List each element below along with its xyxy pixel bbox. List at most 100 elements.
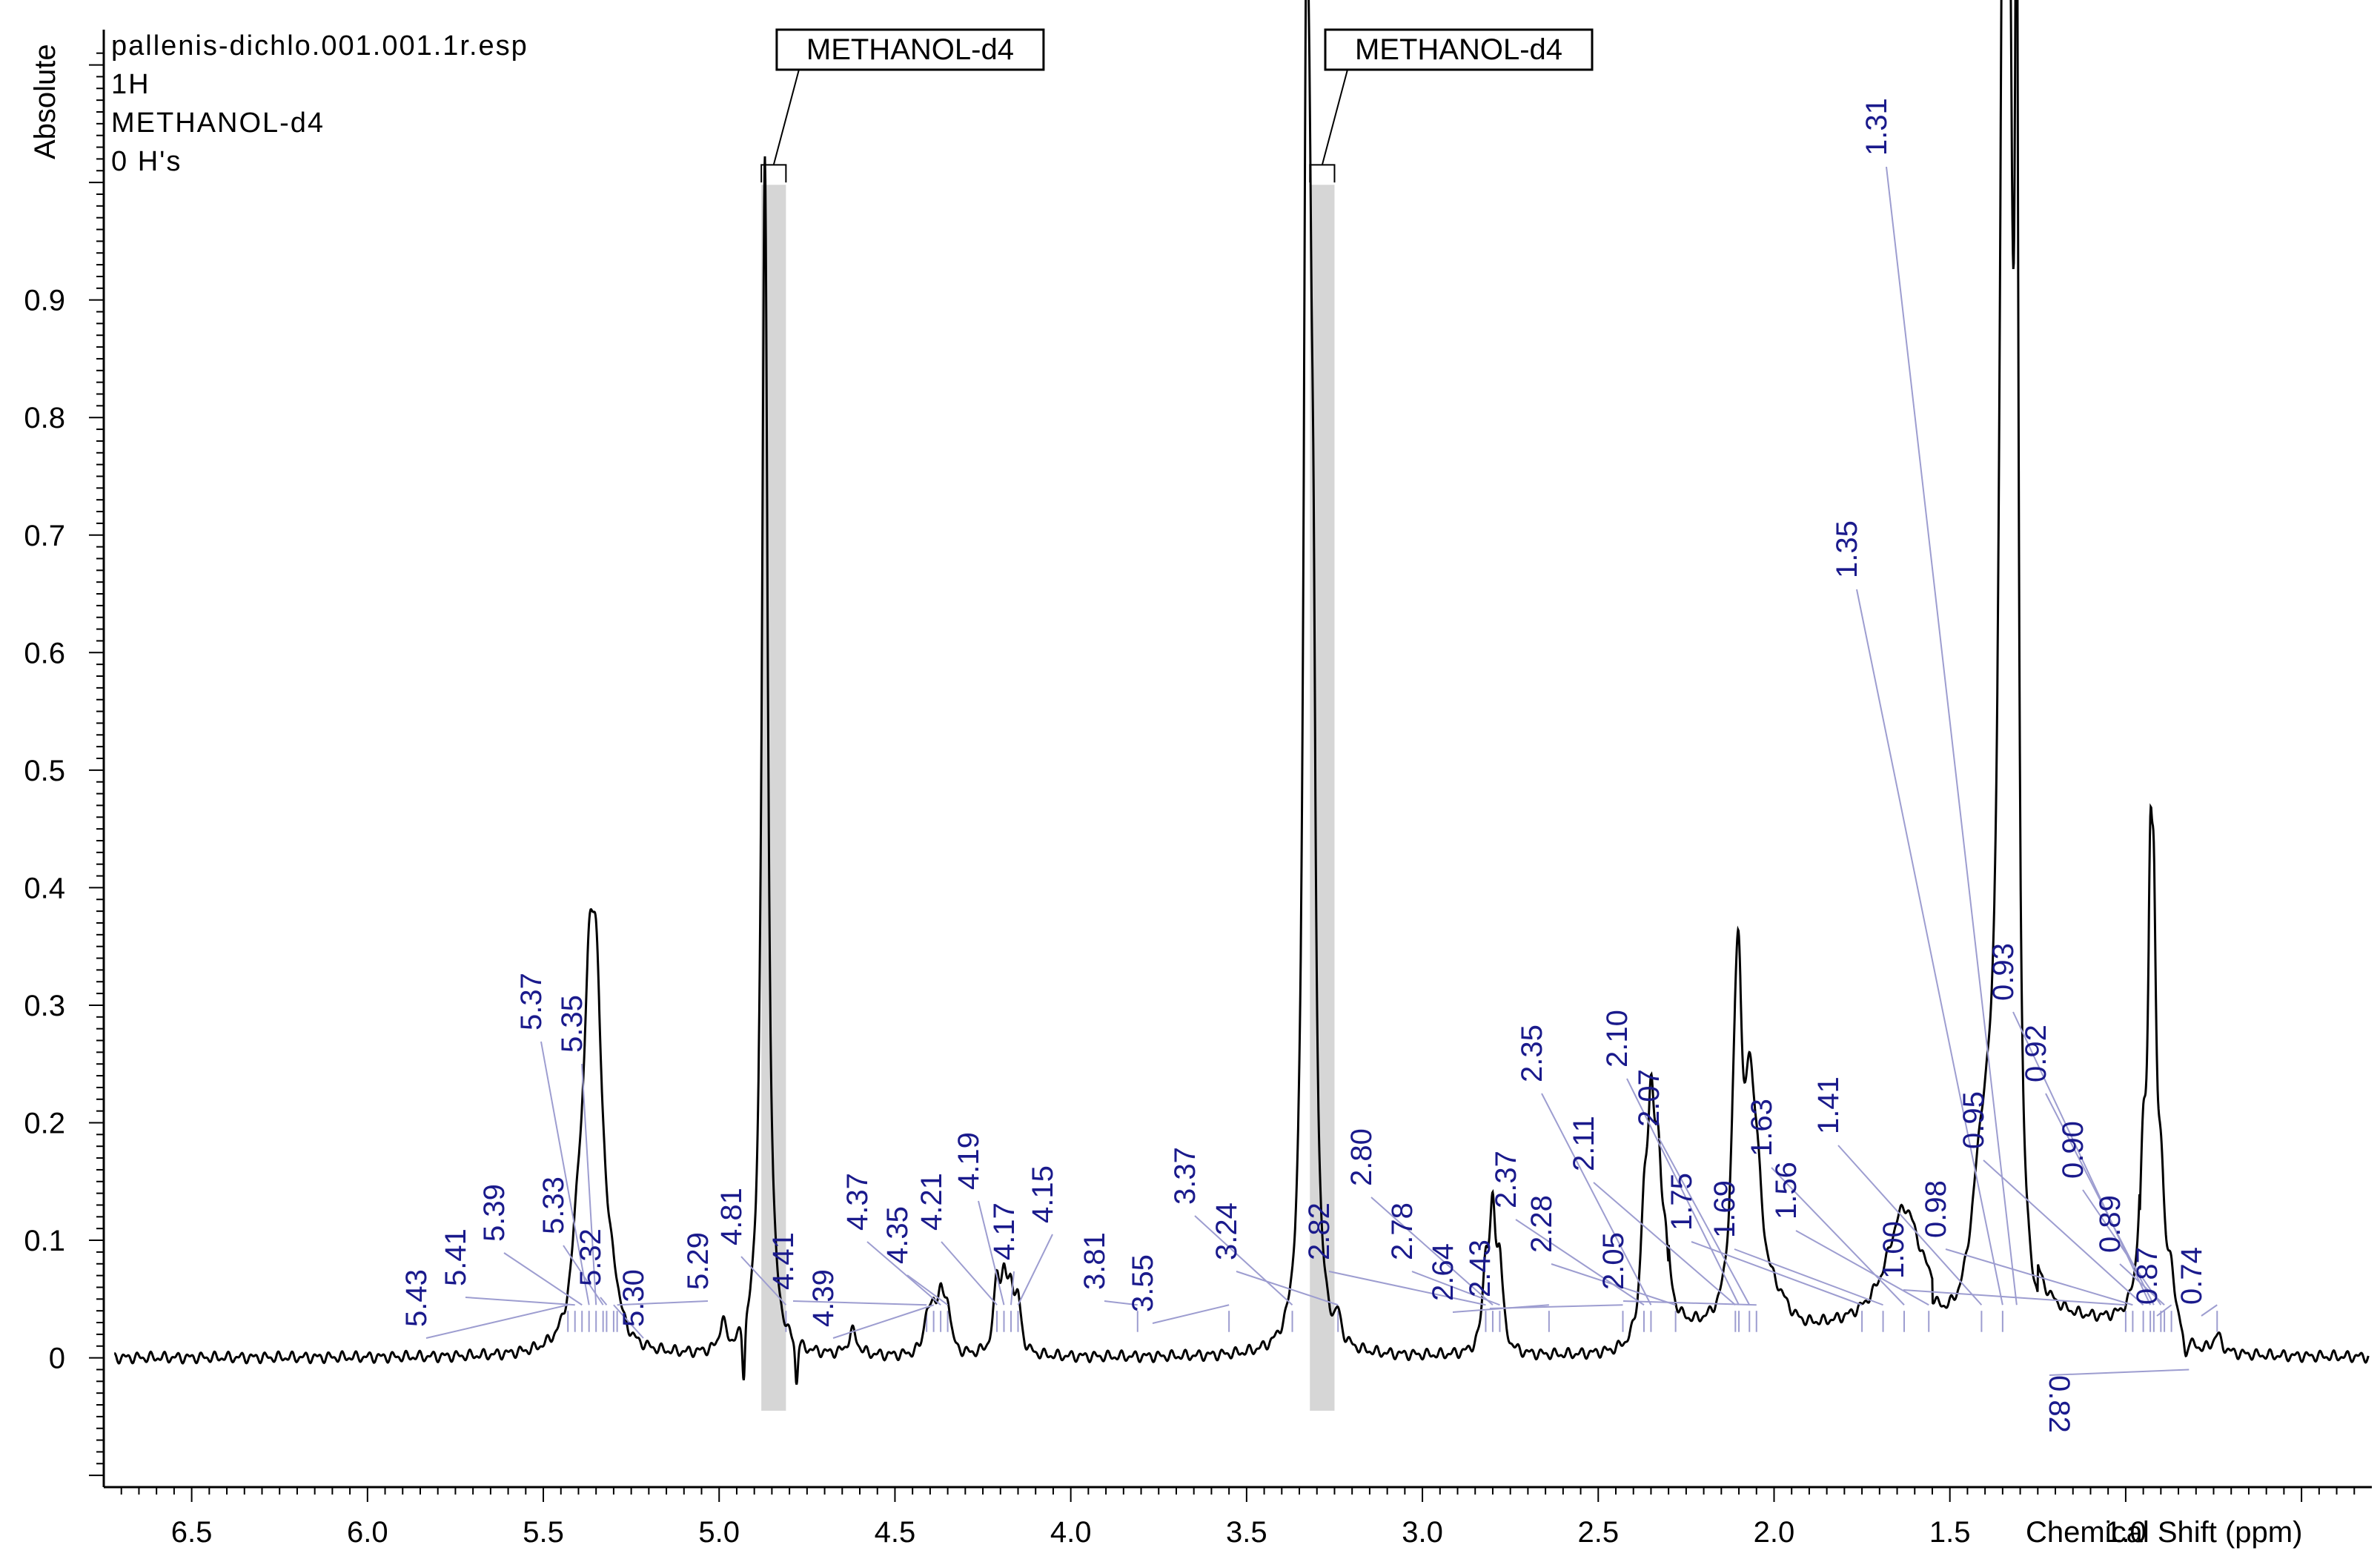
peak-label: 2.28 bbox=[1525, 1195, 1558, 1253]
peak-leader bbox=[1691, 1241, 1863, 1306]
peak-label-group: 2.11 bbox=[1568, 1116, 1736, 1306]
peak-label-group: 0.98 bbox=[1920, 1180, 2133, 1306]
peak-label-group: 1.69 bbox=[1708, 1180, 1883, 1306]
peak-label: 4.19 bbox=[952, 1132, 985, 1190]
peak-leader bbox=[1489, 1304, 1623, 1309]
peak-leader bbox=[1515, 1219, 1645, 1306]
info-solvent: METHANOL-d4 bbox=[111, 107, 325, 139]
peak-label-group: 1.00 bbox=[1877, 1221, 2126, 1306]
peak-label: 2.64 bbox=[1427, 1243, 1459, 1301]
peak-label-group: 2.78 bbox=[1386, 1202, 1500, 1306]
info-nucleus: 1H bbox=[111, 69, 150, 100]
peak-label: 2.80 bbox=[1345, 1128, 1378, 1186]
peak-label: 2.10 bbox=[1601, 1010, 1634, 1068]
peak-labels: 5.435.415.39 5.37 5.35 5.335.32 5.30 5.294.81… bbox=[400, 98, 2218, 1433]
peak-markers bbox=[567, 1311, 2218, 1332]
peak-label: 5.30 bbox=[617, 1269, 650, 1327]
x-tick-labels: 6.5 6.0 5.5 5.0 4.5 4.0 3.5 3.0 2.5 2.0 1.5 1.0 bbox=[171, 1516, 2147, 1549]
peak-leader bbox=[2082, 1189, 2162, 1305]
peak-label: 5.35 bbox=[556, 995, 589, 1053]
peak-label: 2.43 bbox=[1464, 1240, 1496, 1297]
peak-label: 4.35 bbox=[881, 1206, 914, 1264]
peak-label: 0.90 bbox=[2057, 1121, 2089, 1179]
peak-label: 3.24 bbox=[1210, 1202, 1243, 1260]
peak-label-group: 2.35 bbox=[1516, 1025, 1652, 1305]
y-tick-label: 0.8 bbox=[24, 402, 65, 434]
peak-label: 1.75 bbox=[1665, 1173, 1698, 1231]
peak-label: 2.05 bbox=[1597, 1232, 1630, 1290]
peak-label-group: 4.37 bbox=[841, 1173, 941, 1306]
peak-label: 0.87 bbox=[2131, 1247, 2164, 1305]
peak-label-group: 0.82 bbox=[2043, 1369, 2190, 1433]
solvent-label-box bbox=[775, 28, 1045, 71]
peak-label: 1.56 bbox=[1770, 1162, 1803, 1220]
y-tick-label: 0.2 bbox=[24, 1108, 65, 1140]
peak-leader bbox=[2045, 1093, 2155, 1305]
peak-leader bbox=[866, 1241, 941, 1306]
peak-label: 2.78 bbox=[1386, 1202, 1419, 1260]
peak-label: 0.95 bbox=[1958, 1091, 1990, 1149]
peak-leader bbox=[1194, 1215, 1293, 1305]
peak-leader bbox=[1983, 1159, 2144, 1305]
peak-leader bbox=[617, 1300, 709, 1306]
peak-label: 0.93 bbox=[1987, 943, 2020, 1001]
solvent-bands bbox=[761, 185, 1335, 1411]
x-tick-label: 2.5 bbox=[1577, 1516, 1619, 1549]
x-minor-ticks bbox=[120, 1487, 2356, 1502]
peak-leader bbox=[978, 1200, 1005, 1305]
peak-label-group: 0.74 bbox=[2175, 1247, 2218, 1317]
peak-label-group: 3.37 bbox=[1169, 1147, 1293, 1305]
peak-leader bbox=[1010, 1271, 1015, 1305]
peak-label-group: 5.41 bbox=[440, 1228, 575, 1306]
x-tick-label: 1.5 bbox=[1929, 1516, 1971, 1549]
peak-label-group: 5.43 bbox=[400, 1269, 569, 1339]
peak-label: 4.37 bbox=[841, 1173, 874, 1231]
y-tick-label: 0.7 bbox=[24, 520, 65, 552]
peak-leader bbox=[1370, 1197, 1494, 1305]
peak-leader bbox=[1622, 1300, 1757, 1306]
peak-label: 2.82 bbox=[1303, 1202, 1336, 1260]
peak-leader bbox=[1734, 1248, 1883, 1306]
peak-label-group: 5.32 bbox=[574, 1228, 608, 1305]
peak-label-group: 0.95 bbox=[1958, 1091, 2144, 1305]
solvent-bracket bbox=[1309, 164, 1336, 183]
peak-label-group: 0.87 bbox=[2131, 1247, 2172, 1317]
x-tick-label: 3.0 bbox=[1402, 1516, 1443, 1549]
peak-leader bbox=[1551, 1263, 1676, 1306]
peak-leader bbox=[1017, 1234, 1053, 1305]
peak-leader bbox=[1328, 1271, 1486, 1306]
peak-label: 0.82 bbox=[2043, 1375, 2075, 1433]
peak-leader bbox=[1903, 1289, 2126, 1306]
peak-label-group: 1.56 bbox=[1770, 1162, 1929, 1306]
peak-label-group: 2.37 bbox=[1490, 1151, 1645, 1306]
peak-leader bbox=[2049, 1369, 2190, 1376]
x-tick-label: 6.5 bbox=[171, 1516, 213, 1549]
peak-leader bbox=[1658, 1137, 1751, 1305]
peak-label: 5.32 bbox=[574, 1228, 607, 1286]
peak-label: 5.39 bbox=[478, 1184, 511, 1242]
peak-label-group: 1.35 bbox=[1831, 520, 2003, 1305]
peak-label: 4.41 bbox=[767, 1232, 800, 1290]
peak-label: 0.89 bbox=[2094, 1195, 2127, 1253]
peak-label-group: 5.37 bbox=[515, 973, 590, 1305]
peak-leader bbox=[740, 1256, 787, 1305]
peak-label-group: 0.90 bbox=[2057, 1121, 2162, 1305]
peak-leader bbox=[600, 1297, 608, 1305]
peak-label-group: 2.80 bbox=[1345, 1128, 1494, 1305]
peak-leader bbox=[1152, 1304, 1230, 1324]
peak-leader bbox=[2156, 1304, 2172, 1317]
peak-label: 2.07 bbox=[1633, 1069, 1665, 1127]
x-tick-label: 2.0 bbox=[1754, 1516, 1795, 1549]
peak-label-group: 1.75 bbox=[1665, 1173, 1863, 1306]
peak-label-group: 4.19 bbox=[952, 1132, 1005, 1305]
peak-label-group: 4.39 bbox=[807, 1269, 934, 1339]
peak-leader bbox=[581, 1063, 597, 1305]
peak-label: 3.55 bbox=[1127, 1254, 1159, 1312]
peak-leader bbox=[1541, 1093, 1652, 1305]
y-minor-ticks bbox=[89, 52, 104, 1477]
peak-leader bbox=[1837, 1145, 1983, 1305]
x-tick-label: 5.0 bbox=[698, 1516, 740, 1549]
y-tick-labels: 0 0.1 0.2 0.3 0.4 0.5 0.6 0.7 0.8 0.9 bbox=[24, 285, 65, 1375]
peak-leader bbox=[792, 1300, 927, 1306]
solvent-leader bbox=[772, 69, 800, 165]
